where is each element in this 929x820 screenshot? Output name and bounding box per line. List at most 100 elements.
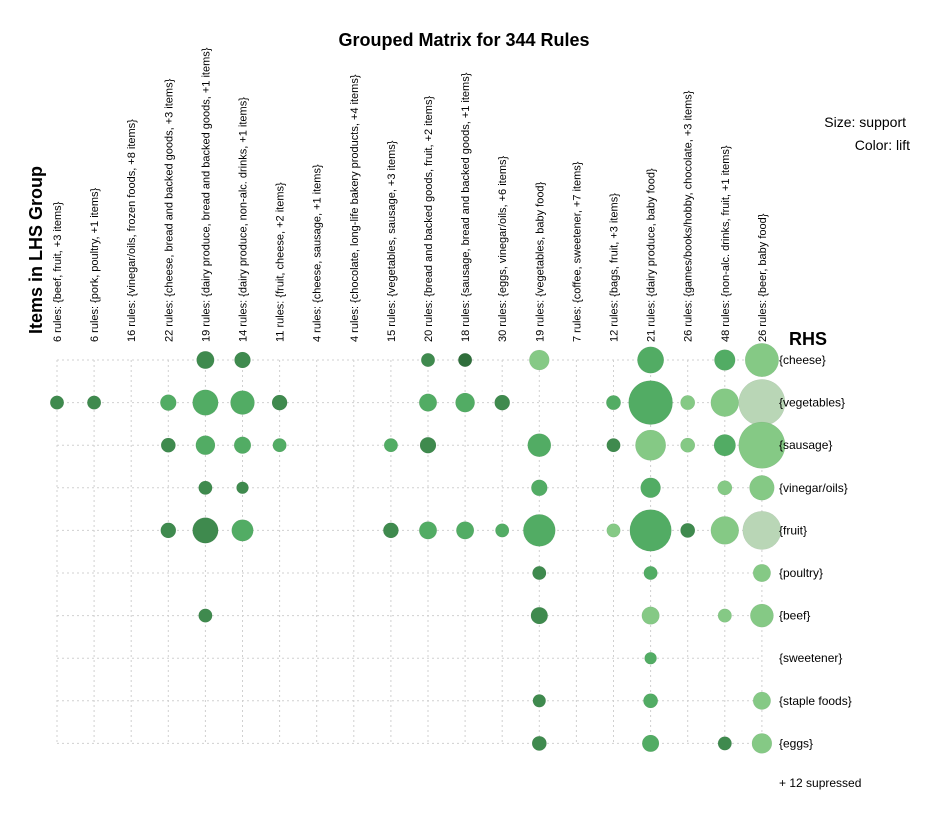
data-point (644, 651, 657, 665)
data-point (606, 438, 621, 453)
data-point (606, 523, 621, 538)
column-label: 6 rules: {pork, poultry, +1 items} (89, 187, 101, 342)
data-point (234, 351, 251, 369)
column-label: 14 rules: {dairy produce, non-alc. drink… (238, 97, 250, 342)
data-point (198, 608, 213, 623)
data-point (531, 735, 547, 751)
data-point (738, 421, 786, 469)
data-point (643, 693, 659, 709)
data-point (160, 394, 177, 411)
column-label: 48 rules: {non-alc. drinks, fruit, +1 it… (720, 145, 732, 342)
column-label: 11 rules: {fruit, cheese, +2 items} (275, 182, 287, 342)
data-point (456, 521, 475, 540)
data-point (523, 514, 556, 547)
data-point (458, 352, 473, 368)
row-labels: {cheese} {vegetables} {sausage} {vinegar/oi… (779, 353, 852, 750)
data-point (419, 436, 437, 454)
data-point (87, 395, 102, 410)
column-label: 7 rules: {coffee, sweetener, +7 items} (571, 161, 583, 342)
column-label: 12 rules: {bags, fruit, +3 items} (609, 193, 621, 342)
column-label: 16 rules: {vinegar/oils, frozen foods, +… (126, 119, 138, 342)
row-label: {vegetables} (779, 396, 845, 410)
data-point (494, 394, 511, 411)
column-label: 26 rules: {beer, baby food} (757, 213, 769, 342)
data-point (752, 563, 771, 583)
data-point (717, 736, 732, 751)
data-point (606, 395, 621, 411)
suppressed-note: + 12 supressed (779, 776, 861, 790)
column-label: 30 rules: {eggs, vinegar/oils, +6 items} (497, 155, 509, 342)
row-label: {vinegar/oils} (779, 481, 848, 495)
data-point (418, 521, 438, 540)
row-label: {poultry} (779, 566, 823, 580)
data-point (629, 509, 672, 552)
data-point (635, 429, 667, 461)
data-point (643, 565, 658, 581)
data-point (531, 479, 548, 497)
data-point (749, 475, 775, 501)
data-point (752, 691, 771, 710)
x-axis-title: Items in LHS Group (26, 166, 46, 334)
data-point (236, 481, 249, 495)
column-label: 20 rules: {bread and backed goods, fruit… (423, 96, 435, 342)
column-label: 22 rules: {cheese, bread and backed good… (163, 78, 175, 342)
data-point (192, 389, 219, 416)
column-label: 15 rules: {vegetables, sausage, +3 items… (386, 140, 398, 342)
data-point (532, 694, 546, 708)
data-point (532, 565, 547, 581)
data-point (160, 437, 176, 453)
grid-lines (56, 359, 763, 744)
data-point (641, 734, 660, 753)
data-point (529, 349, 550, 371)
row-label: {cheese} (779, 353, 826, 367)
data-point (717, 608, 732, 623)
data-point (744, 342, 779, 378)
rhs-axis-title: RHS (789, 329, 827, 349)
data-point (271, 394, 288, 411)
data-point (680, 522, 696, 538)
data-point (418, 393, 438, 412)
data-point (680, 395, 696, 411)
chart-title: Grouped Matrix for 344 Rules (338, 30, 589, 50)
column-label: 21 rules: {dairy produce, baby food} (646, 168, 658, 342)
data-point (196, 350, 215, 370)
row-label: {sausage} (779, 438, 832, 452)
data-point (272, 438, 287, 453)
data-point (714, 349, 736, 371)
data-point (530, 606, 548, 625)
column-label: 18 rules: {sausage, bread and backed goo… (460, 72, 472, 342)
bubble-points (49, 342, 786, 754)
data-point (195, 435, 216, 456)
column-label: 26 rules: {games/books/hobby, chocolate,… (683, 90, 695, 342)
row-label: {eggs} (779, 736, 813, 750)
data-point (751, 733, 773, 754)
data-point (717, 480, 733, 496)
column-labels: 6 rules: {beef, fruit, +3 items} 6 rules:… (52, 47, 769, 342)
column-label: 19 rules: {dairy produce, bread and back… (200, 47, 212, 342)
legend-size: Size: support (824, 114, 906, 130)
data-point (231, 519, 254, 542)
column-label: 6 rules: {beef, fruit, +3 items} (52, 201, 64, 342)
data-point (750, 603, 774, 628)
data-point (49, 395, 65, 410)
data-point (420, 352, 436, 368)
data-point (640, 477, 661, 499)
column-label: 4 rules: {chocolate, long-life bakery pr… (349, 74, 361, 342)
data-point (495, 523, 510, 538)
row-label: {beef} (779, 609, 810, 623)
data-point (160, 522, 177, 539)
data-point (198, 480, 213, 495)
data-point (455, 392, 475, 413)
data-point (230, 390, 255, 415)
data-point (713, 434, 736, 457)
data-point (527, 433, 552, 458)
data-point (637, 346, 665, 374)
data-point (192, 517, 219, 544)
data-point (710, 516, 740, 545)
column-label: 19 rules: {vegetables, baby food} (534, 181, 546, 342)
data-point (680, 437, 696, 453)
column-label: 4 rules: {cheese, sausage, +1 items} (312, 164, 324, 342)
legend-color: Color: lift (855, 137, 910, 153)
data-point (710, 388, 740, 417)
